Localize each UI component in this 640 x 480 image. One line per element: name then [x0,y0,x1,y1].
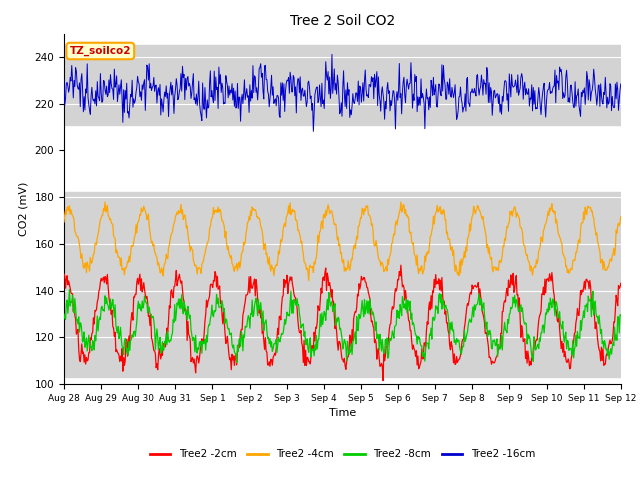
X-axis label: Time: Time [329,408,356,418]
Bar [64,272,621,377]
Title: Tree 2 Soil CO2: Tree 2 Soil CO2 [290,14,395,28]
Bar [64,192,621,272]
Y-axis label: CO2 (mV): CO2 (mV) [19,181,29,236]
Text: TZ_soilco2: TZ_soilco2 [70,46,131,56]
Legend: Tree2 -2cm, Tree2 -4cm, Tree2 -8cm, Tree2 -16cm: Tree2 -2cm, Tree2 -4cm, Tree2 -8cm, Tree… [145,445,540,464]
Bar [64,45,621,125]
